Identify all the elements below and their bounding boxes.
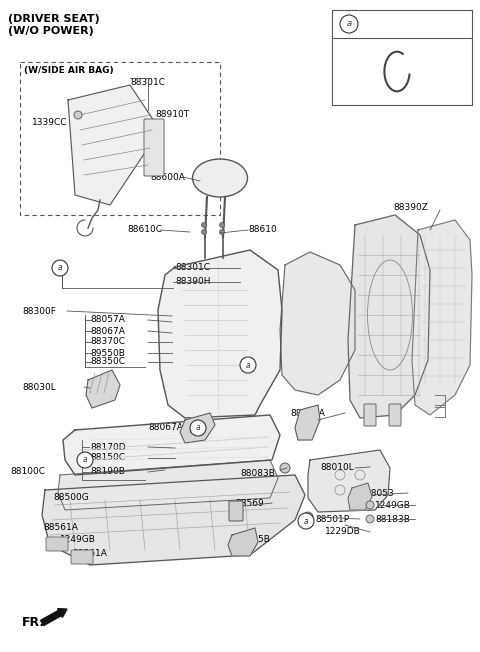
Circle shape: [202, 230, 206, 235]
Circle shape: [280, 463, 290, 473]
Polygon shape: [348, 215, 430, 418]
FancyBboxPatch shape: [144, 119, 164, 176]
Text: 88067A: 88067A: [148, 424, 183, 432]
Polygon shape: [68, 85, 160, 205]
Text: 88390Z: 88390Z: [393, 203, 428, 211]
Polygon shape: [180, 413, 215, 443]
Text: 88030L: 88030L: [22, 383, 56, 391]
Text: a: a: [58, 263, 62, 273]
Text: 88190B: 88190B: [90, 467, 125, 477]
Text: a: a: [347, 20, 351, 29]
FancyBboxPatch shape: [71, 550, 93, 564]
Polygon shape: [348, 483, 372, 510]
Circle shape: [219, 230, 225, 235]
Text: 88561A: 88561A: [72, 548, 107, 557]
Polygon shape: [86, 370, 120, 408]
Text: 00824: 00824: [364, 19, 399, 29]
Text: 1339CC: 1339CC: [32, 118, 68, 127]
Text: 88600A: 88600A: [150, 173, 185, 181]
Circle shape: [77, 452, 93, 468]
Text: a: a: [304, 516, 308, 526]
Circle shape: [219, 222, 225, 228]
Text: a: a: [246, 361, 250, 370]
Text: 88500G: 88500G: [53, 492, 89, 501]
Text: 88053: 88053: [365, 488, 394, 497]
Text: 88561A: 88561A: [43, 522, 78, 531]
Circle shape: [303, 512, 313, 522]
Text: (W/O POWER): (W/O POWER): [8, 26, 94, 36]
Text: 88010L: 88010L: [320, 462, 354, 471]
FancyBboxPatch shape: [46, 537, 68, 551]
Text: 88057A: 88057A: [90, 316, 125, 325]
Circle shape: [202, 222, 206, 228]
Circle shape: [366, 501, 374, 509]
Text: 88100C: 88100C: [10, 467, 45, 477]
Circle shape: [298, 513, 314, 529]
Polygon shape: [228, 528, 258, 556]
Text: 88910T: 88910T: [155, 110, 189, 119]
Text: (DRIVER SEAT): (DRIVER SEAT): [8, 14, 100, 24]
Text: FR.: FR.: [22, 615, 45, 629]
Text: 88350C: 88350C: [90, 357, 125, 366]
FancyBboxPatch shape: [364, 404, 376, 426]
Text: 88195B: 88195B: [235, 535, 270, 544]
Text: 1249GB: 1249GB: [375, 501, 411, 509]
Circle shape: [74, 111, 82, 119]
Polygon shape: [412, 220, 472, 415]
Text: 88370C: 88370C: [90, 338, 125, 346]
FancyBboxPatch shape: [229, 501, 243, 521]
Text: a: a: [83, 456, 87, 464]
Text: 88390H: 88390H: [175, 278, 211, 286]
Polygon shape: [42, 475, 305, 565]
Text: 88057A: 88057A: [290, 409, 325, 417]
Polygon shape: [295, 405, 320, 440]
Text: 88067A: 88067A: [90, 327, 125, 336]
Text: 88610C: 88610C: [127, 226, 162, 235]
FancyBboxPatch shape: [389, 404, 401, 426]
Bar: [20, 62, 220, 215]
Text: 88083B: 88083B: [240, 469, 275, 477]
Polygon shape: [158, 250, 282, 418]
Polygon shape: [63, 415, 280, 475]
Circle shape: [190, 420, 206, 436]
Text: 1249GB: 1249GB: [60, 535, 96, 544]
Text: 88170D: 88170D: [90, 443, 126, 451]
Text: 1229DB: 1229DB: [325, 527, 361, 537]
Text: 88610: 88610: [248, 226, 277, 235]
Text: 89550B: 89550B: [90, 349, 125, 357]
Text: 88501P: 88501P: [315, 514, 349, 524]
FancyArrow shape: [40, 608, 67, 626]
Text: 88183B: 88183B: [375, 514, 410, 524]
Text: (W/SIDE AIR BAG): (W/SIDE AIR BAG): [24, 66, 114, 75]
Text: 88569: 88569: [235, 499, 264, 507]
Ellipse shape: [192, 159, 248, 197]
Bar: [332, 10, 472, 105]
Text: 88150C: 88150C: [90, 454, 125, 462]
Text: a: a: [196, 424, 200, 432]
Text: 88300F: 88300F: [22, 306, 56, 316]
Polygon shape: [58, 460, 278, 510]
Circle shape: [52, 260, 68, 276]
Polygon shape: [280, 252, 355, 395]
Circle shape: [366, 515, 374, 523]
Polygon shape: [308, 450, 390, 512]
Circle shape: [240, 357, 256, 373]
Text: 88301C: 88301C: [131, 78, 166, 87]
Text: 88301C: 88301C: [175, 263, 210, 273]
